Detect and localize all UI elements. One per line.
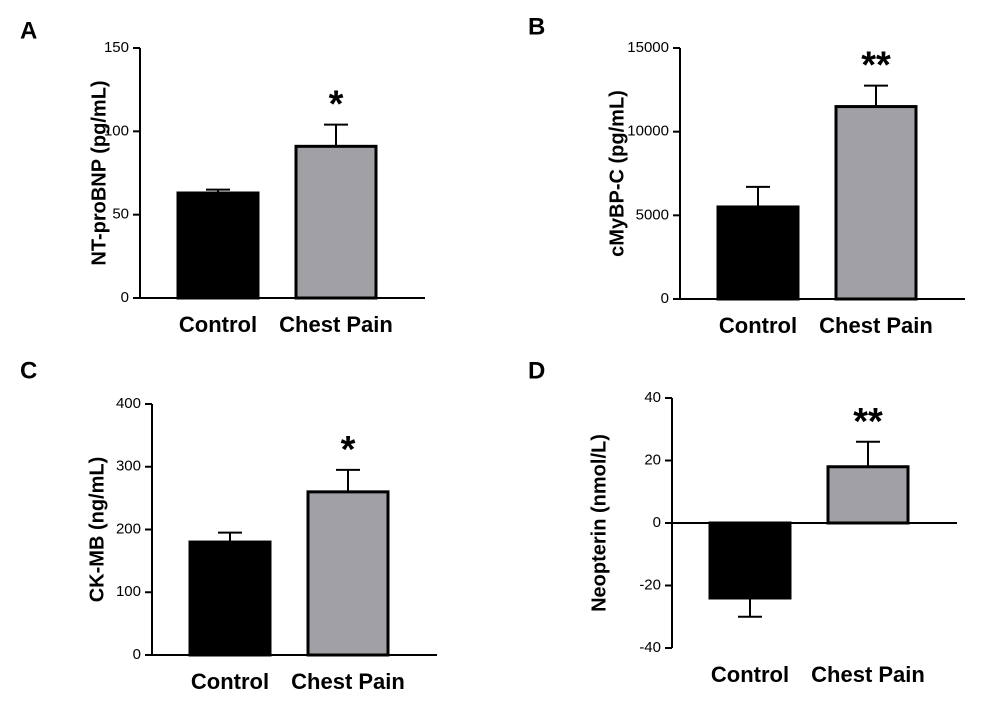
y-tick-label: 50 xyxy=(112,206,129,223)
y-axis-label: Neopterin (nmol/L) xyxy=(588,434,610,612)
x-tick-label: Control xyxy=(719,313,797,338)
bar xyxy=(176,191,260,300)
x-tick-label: Control xyxy=(191,669,269,694)
x-tick-label: Chest Pain xyxy=(291,669,405,694)
x-tick-label: Control xyxy=(179,312,257,337)
x-tick-label: Chest Pain xyxy=(811,662,925,687)
panel-label: A xyxy=(20,17,37,44)
panel-label: B xyxy=(528,13,545,40)
significance: * xyxy=(329,84,344,126)
y-axis-label: NT-proBNP (pg/mL) xyxy=(88,80,110,265)
y-tick-label: 5000 xyxy=(636,206,669,223)
y-tick-label: 0 xyxy=(653,514,661,531)
panel-label: D xyxy=(528,357,545,384)
y-axis-label: cMyBP-C (pg/mL) xyxy=(606,90,628,257)
y-tick-label: 100 xyxy=(104,122,129,139)
significance: ** xyxy=(853,401,883,443)
y-tick-label: -20 xyxy=(639,576,661,593)
x-tick-label: Control xyxy=(711,662,789,687)
panel-label: C xyxy=(20,357,37,384)
y-tick-label: -40 xyxy=(639,639,661,656)
y-tick-label: 0 xyxy=(661,290,669,307)
y-tick-label: 0 xyxy=(121,289,129,306)
y-tick-label: 150 xyxy=(104,39,129,56)
y-tick-label: 0 xyxy=(133,646,141,663)
y-tick-label: 40 xyxy=(644,389,661,406)
y-tick-label: 100 xyxy=(116,583,141,600)
bar xyxy=(834,105,918,301)
y-tick-label: 20 xyxy=(644,451,661,468)
significance: * xyxy=(341,429,356,471)
y-tick-label: 300 xyxy=(116,458,141,475)
bar xyxy=(708,521,792,600)
bar xyxy=(306,490,390,657)
x-tick-label: Chest Pain xyxy=(279,312,393,337)
y-tick-label: 400 xyxy=(116,395,141,412)
y-tick-label: 200 xyxy=(116,520,141,537)
bar xyxy=(826,465,910,525)
bar xyxy=(294,144,378,300)
y-tick-label: 10000 xyxy=(627,123,669,140)
bar xyxy=(716,205,800,301)
bar xyxy=(188,540,272,657)
y-tick-label: 15000 xyxy=(627,39,669,56)
y-axis-label: CK-MB (ng/mL) xyxy=(86,457,108,603)
significance: ** xyxy=(861,45,891,87)
x-tick-label: Chest Pain xyxy=(819,313,933,338)
